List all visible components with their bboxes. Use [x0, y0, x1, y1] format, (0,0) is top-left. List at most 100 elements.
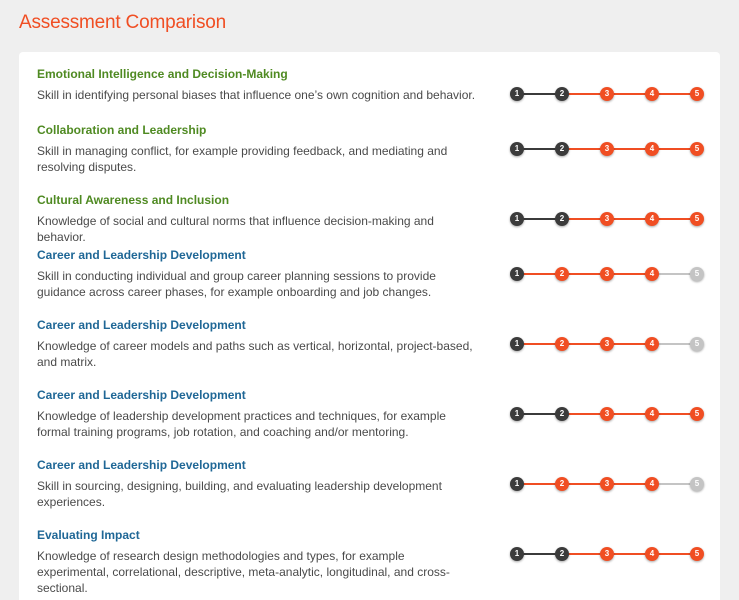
scale-connector	[607, 148, 652, 150]
comparison-card: Emotional Intelligence and Decision-Maki…	[19, 52, 720, 600]
scale-point-4: 4	[645, 142, 659, 156]
scale-point-5: 5	[690, 337, 704, 351]
scale-point-4: 4	[645, 87, 659, 101]
scale-connector	[652, 553, 697, 555]
scale-point-3: 3	[600, 477, 614, 491]
scale-connector	[517, 553, 562, 555]
scale-connector	[562, 273, 607, 275]
assessment-row: Career and Leadership Development Skill …	[37, 247, 707, 300]
scale-connector	[517, 413, 562, 415]
scale-connector	[652, 483, 697, 485]
assessment-row: Career and Leadership Development Knowle…	[37, 387, 707, 440]
assessment-row: Career and Leadership Development Skill …	[37, 457, 707, 510]
scale-point-3: 3	[600, 142, 614, 156]
scale-connector	[607, 218, 652, 220]
rating-scale: 1 2 3 4 5	[510, 336, 706, 352]
scale-connector	[517, 483, 562, 485]
scale-point-1: 1	[510, 477, 524, 491]
row-description: Knowledge of research design methodologi…	[37, 549, 450, 595]
assessment-row: Cultural Awareness and Inclusion Knowled…	[37, 192, 707, 245]
scale-point-2: 2	[555, 87, 569, 101]
rating-scale: 1 2 3 4 5	[510, 476, 706, 492]
scale-point-2: 2	[555, 212, 569, 226]
rating-scale: 1 2 3 4 5	[510, 141, 706, 157]
scale-connector	[562, 553, 607, 555]
row-category: Career and Leadership Development	[37, 248, 246, 262]
row-description: Knowledge of career models and paths suc…	[37, 339, 473, 369]
scale-connector	[607, 553, 652, 555]
row-description: Knowledge of leadership development prac…	[37, 409, 446, 439]
scale-point-5: 5	[690, 407, 704, 421]
scale-connector	[562, 93, 607, 95]
scale-point-2: 2	[555, 547, 569, 561]
scale-point-1: 1	[510, 547, 524, 561]
row-category: Evaluating Impact	[37, 528, 140, 542]
scale-connector	[562, 218, 607, 220]
scale-point-2: 2	[555, 477, 569, 491]
scale-connector	[652, 218, 697, 220]
assessment-row: Emotional Intelligence and Decision-Maki…	[37, 66, 707, 103]
scale-point-3: 3	[600, 547, 614, 561]
scale-connector	[562, 148, 607, 150]
scale-point-2: 2	[555, 267, 569, 281]
scale-connector	[517, 148, 562, 150]
scale-point-1: 1	[510, 337, 524, 351]
scale-connector	[517, 218, 562, 220]
scale-connector	[607, 93, 652, 95]
scale-point-5: 5	[690, 267, 704, 281]
scale-point-5: 5	[690, 212, 704, 226]
row-category: Career and Leadership Development	[37, 458, 246, 472]
scale-connector	[652, 413, 697, 415]
scale-point-3: 3	[600, 87, 614, 101]
rating-scale: 1 2 3 4 5	[510, 406, 706, 422]
scale-connector	[607, 273, 652, 275]
scale-connector	[517, 93, 562, 95]
scale-point-3: 3	[600, 337, 614, 351]
row-category: Collaboration and Leadership	[37, 123, 207, 137]
scale-point-2: 2	[555, 142, 569, 156]
scale-point-4: 4	[645, 477, 659, 491]
scale-point-5: 5	[690, 142, 704, 156]
row-description: Skill in sourcing, designing, building, …	[37, 479, 442, 509]
scale-connector	[562, 413, 607, 415]
row-description: Knowledge of social and cultural norms t…	[37, 214, 434, 244]
assessment-row: Career and Leadership Development Knowle…	[37, 317, 707, 370]
row-description: Skill in conducting individual and group…	[37, 269, 436, 299]
scale-connector	[517, 273, 562, 275]
scale-connector	[607, 413, 652, 415]
scale-connector	[562, 343, 607, 345]
scale-point-3: 3	[600, 407, 614, 421]
assessment-row: Evaluating Impact Knowledge of research …	[37, 527, 707, 596]
scale-point-4: 4	[645, 547, 659, 561]
row-description: Skill in identifying personal biases tha…	[37, 88, 476, 102]
rating-scale: 1 2 3 4 5	[510, 211, 706, 227]
scale-point-5: 5	[690, 87, 704, 101]
scale-connector	[517, 343, 562, 345]
assessment-row: Collaboration and Leadership Skill in ma…	[37, 122, 707, 175]
scale-point-2: 2	[555, 407, 569, 421]
scale-connector	[562, 483, 607, 485]
row-description: Skill in managing conflict, for example …	[37, 144, 448, 174]
scale-connector	[652, 343, 697, 345]
scale-point-3: 3	[600, 267, 614, 281]
scale-point-1: 1	[510, 212, 524, 226]
scale-connector	[652, 148, 697, 150]
scale-point-2: 2	[555, 337, 569, 351]
row-category: Emotional Intelligence and Decision-Maki…	[37, 67, 288, 81]
scale-point-4: 4	[645, 337, 659, 351]
rating-scale: 1 2 3 4 5	[510, 546, 706, 562]
scale-point-1: 1	[510, 87, 524, 101]
scale-point-1: 1	[510, 142, 524, 156]
scale-connector	[607, 343, 652, 345]
scale-connector	[652, 273, 697, 275]
row-category: Cultural Awareness and Inclusion	[37, 193, 230, 207]
scale-point-1: 1	[510, 407, 524, 421]
scale-point-5: 5	[690, 477, 704, 491]
page-title: Assessment Comparison	[19, 12, 226, 33]
scale-point-1: 1	[510, 267, 524, 281]
scale-connector	[607, 483, 652, 485]
scale-point-4: 4	[645, 407, 659, 421]
rating-scale: 1 2 3 4 5	[510, 86, 706, 102]
row-category: Career and Leadership Development	[37, 388, 246, 402]
row-category: Career and Leadership Development	[37, 318, 246, 332]
